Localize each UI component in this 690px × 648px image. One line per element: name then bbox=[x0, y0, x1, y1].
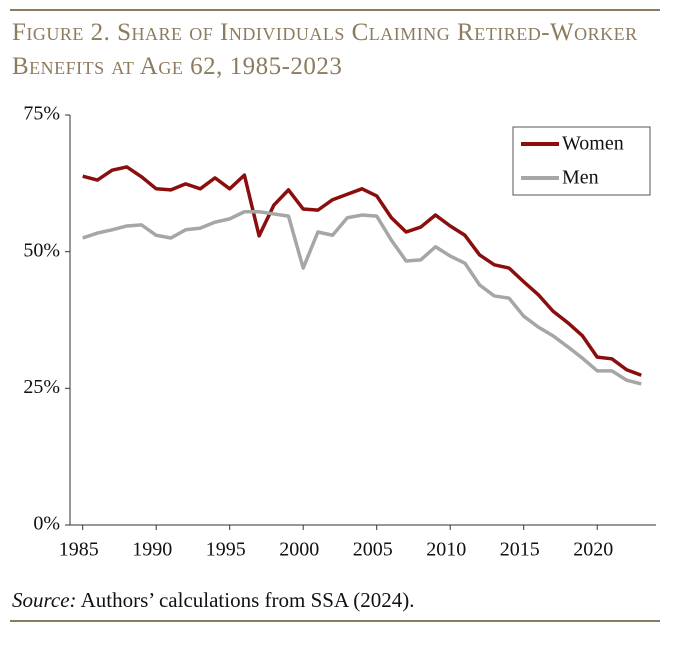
source-text: Authors’ calculations from SSA (2024). bbox=[80, 588, 415, 612]
x-tick-label: 1990 bbox=[132, 539, 172, 561]
x-tick-label: 1995 bbox=[206, 539, 246, 561]
legend-box bbox=[512, 126, 651, 196]
legend-label: Women bbox=[562, 133, 624, 155]
y-tick-label: 50% bbox=[23, 239, 60, 261]
x-tick-label: 1985 bbox=[59, 539, 99, 561]
x-tick-label: 2020 bbox=[573, 539, 613, 561]
bottom-rule bbox=[10, 620, 660, 622]
source-note: Source: Authors’ calculations from SSA (… bbox=[12, 588, 414, 613]
line-series bbox=[82, 165, 642, 377]
legend-label: Men bbox=[562, 167, 599, 189]
source-label: Source: bbox=[12, 588, 77, 612]
line-series bbox=[82, 210, 642, 386]
chart: 0% 25% 50% 75% 1985 1990 1995 2000 2005 2010 2015 2… bbox=[23, 103, 656, 561]
x-tick-label: 2000 bbox=[279, 539, 319, 561]
y-tick-label: 75% bbox=[23, 103, 60, 125]
x-tick-label: 2005 bbox=[353, 539, 393, 561]
y-tick-label: 25% bbox=[23, 376, 60, 398]
chart-title: Figure 2. Share of Individuals Claiming … bbox=[12, 19, 638, 80]
y-tick-label: 0% bbox=[33, 513, 60, 535]
x-tick-label: 2015 bbox=[500, 539, 540, 561]
x-tick-label: 2010 bbox=[426, 539, 466, 561]
top-rule bbox=[10, 9, 660, 11]
